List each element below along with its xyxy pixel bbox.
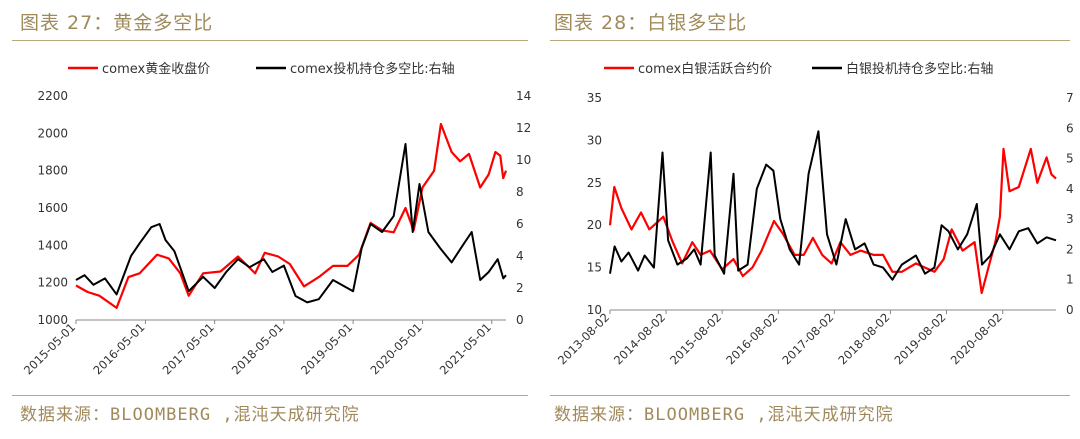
x-tick-label-0: 2013-08-02 [555, 310, 612, 367]
gold-source-rule [12, 395, 528, 396]
x-tick-label-1: 2016-05-01 [90, 320, 147, 377]
y-right-tick-label-6: 12 [516, 121, 531, 135]
legend-label-1: 白银投机持仓多空比:右轴 [846, 61, 993, 77]
y-left-tick-label-5: 2000 [37, 126, 68, 140]
x-tick-label-0: 2015-05-01 [21, 320, 78, 377]
y-right-tick-label-3: 6 [516, 217, 524, 231]
y-right-tick-label-0: 0 [1066, 303, 1074, 317]
y-right-tick-label-2: 2 [1066, 242, 1074, 256]
x-tick-label-3: 2016-08-02 [723, 310, 780, 367]
y-left-tick-label-3: 1600 [37, 201, 68, 215]
y-right-tick-label-7: 7 [1066, 91, 1074, 105]
y-right-tick-label-1: 1 [1066, 273, 1074, 287]
gold-chart-panel: 图表 27：黄金多空比 comex黄金收盘价 comex投机持仓多空比:右轴 201… [12, 12, 531, 425]
series-line-0 [75, 122, 508, 309]
y-left-tick-label-5: 35 [587, 91, 602, 105]
legend-label-1: comex投机持仓多空比:右轴 [290, 61, 455, 77]
y-left-tick-label-2: 1400 [37, 238, 68, 252]
legend-label-0: comex白银活跃合约价 [638, 61, 772, 77]
gold-title-rule [12, 40, 528, 41]
silver-chart-source: 数据来源：BLOOMBERG ,混沌天成研究院 [554, 405, 894, 425]
x-tick-label-6: 2019-08-02 [891, 310, 948, 367]
silver-chart-panel: 图表 28：白银多空比 comex白银活跃合约价 白银投机持仓多空比:右轴 2013… [540, 0, 1080, 439]
x-tick-label-2: 2015-08-02 [667, 310, 724, 367]
series-line-1 [75, 143, 507, 304]
y-left-tick-label-1: 1200 [37, 276, 68, 290]
gold-chart-plot: comex黄金收盘价 comex投机持仓多空比:右轴 2015-05-01 2016-… [21, 61, 531, 377]
y-right-tick-label-2: 4 [516, 249, 524, 263]
y-left-tick-label-1: 15 [587, 261, 602, 275]
silver-title-rule [550, 40, 1070, 41]
x-tick-label-6: 2021-05-01 [437, 320, 494, 377]
silver-chart-plot: comex白银活跃合约价 白银投机持仓多空比:右轴 2013-08-022014-0… [555, 61, 1074, 367]
y-right-tick-label-4: 8 [516, 185, 524, 199]
legend-label-0: comex黄金收盘价 [102, 61, 210, 77]
series-line-1 [609, 130, 1057, 281]
y-right-tick-label-5: 5 [1066, 152, 1074, 166]
series-line-0 [608, 147, 1057, 295]
x-tick-label-5: 2020-05-01 [367, 320, 424, 377]
y-right-tick-label-3: 3 [1066, 212, 1074, 226]
y-right-tick-label-7: 14 [516, 89, 531, 103]
y-left-tick-label-6: 2200 [37, 89, 68, 103]
y-right-tick-label-0: 0 [516, 313, 524, 327]
x-tick-label-5: 2018-08-02 [835, 310, 892, 367]
y-left-tick-label-4: 1800 [37, 164, 68, 178]
y-right-tick-label-1: 2 [516, 281, 524, 295]
y-left-tick-label-0: 1000 [37, 313, 68, 327]
x-tick-label-7: 2020-08-02 [948, 310, 1005, 367]
x-tick-label-4: 2017-08-02 [779, 310, 836, 367]
y-left-tick-label-0: 10 [587, 303, 602, 317]
x-tick-label-3: 2018-05-01 [229, 320, 286, 377]
y-left-tick-label-4: 30 [587, 133, 602, 147]
x-tick-label-2: 2017-05-01 [160, 320, 217, 377]
y-right-tick-label-6: 6 [1066, 121, 1074, 135]
y-left-tick-label-2: 20 [587, 218, 602, 232]
gold-chart-source: 数据来源：BLOOMBERG ,混沌天成研究院 [20, 405, 360, 425]
y-left-tick-label-3: 25 [587, 176, 602, 190]
y-right-tick-label-5: 10 [516, 153, 531, 167]
silver-chart-title: 图表 28：白银多空比 [554, 12, 748, 34]
x-tick-label-1: 2014-08-02 [611, 310, 668, 367]
y-right-tick-label-4: 4 [1066, 182, 1074, 196]
silver-source-rule [550, 395, 1070, 396]
gold-chart-title: 图表 27：黄金多空比 [20, 12, 214, 34]
x-tick-label-4: 2019-05-01 [298, 320, 355, 377]
